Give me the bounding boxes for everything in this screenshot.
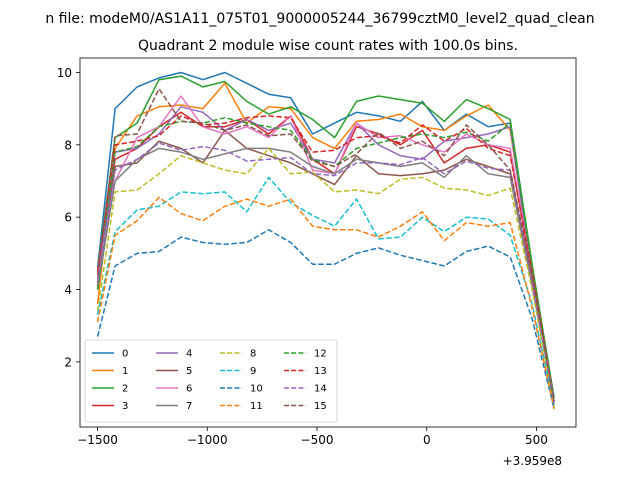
legend-label-10: 10 — [250, 384, 263, 395]
x-tick-label: −1500 — [77, 433, 118, 447]
x-tick-label: 0 — [423, 433, 431, 447]
series-line-8 — [96, 147, 555, 406]
legend-label-3: 3 — [122, 401, 128, 412]
legend-label-5: 5 — [186, 366, 192, 377]
legend-label-12: 12 — [314, 349, 327, 360]
y-tick-label: 10 — [57, 66, 72, 80]
chart-title: Quadrant 2 module wise count rates with … — [138, 38, 518, 54]
x-tick-label: 500 — [525, 433, 548, 447]
legend-label-13: 13 — [314, 366, 327, 377]
series-line-13 — [96, 115, 555, 402]
series-line-9 — [96, 176, 555, 406]
series-line-12 — [96, 116, 555, 402]
legend-label-4: 4 — [186, 349, 192, 360]
legend-label-7: 7 — [186, 401, 192, 412]
series-line-10 — [96, 229, 555, 410]
x-tick-label: −1000 — [187, 433, 228, 447]
y-tick-label: 4 — [64, 283, 72, 297]
figure-title: n file: modeM0/AS1A11_075T01_9000005244_… — [45, 11, 594, 27]
legend-label-9: 9 — [250, 366, 256, 377]
y-tick-label: 2 — [64, 355, 72, 369]
series-line-15 — [96, 88, 555, 402]
legend-label-0: 0 — [122, 349, 128, 360]
legend-label-6: 6 — [186, 384, 192, 395]
legend-label-11: 11 — [250, 401, 263, 412]
legend-label-14: 14 — [314, 384, 327, 395]
series-line-2 — [96, 75, 555, 399]
series-group — [96, 71, 555, 410]
series-line-6 — [96, 95, 555, 402]
legend-label-15: 15 — [314, 401, 327, 412]
y-tick-label: 6 — [64, 211, 72, 225]
legend-label-8: 8 — [250, 349, 256, 360]
series-line-14 — [96, 142, 555, 402]
x-offset-label: +3.959e8 — [503, 454, 562, 468]
y-tick-label: 8 — [64, 138, 72, 152]
legend-label-2: 2 — [122, 384, 128, 395]
legend-label-1: 1 — [122, 366, 128, 377]
series-line-5 — [96, 129, 555, 402]
series-line-11 — [96, 196, 555, 410]
legend-box — [84, 339, 338, 423]
x-tick-label: −500 — [301, 433, 334, 447]
axes-frame — [79, 57, 577, 428]
